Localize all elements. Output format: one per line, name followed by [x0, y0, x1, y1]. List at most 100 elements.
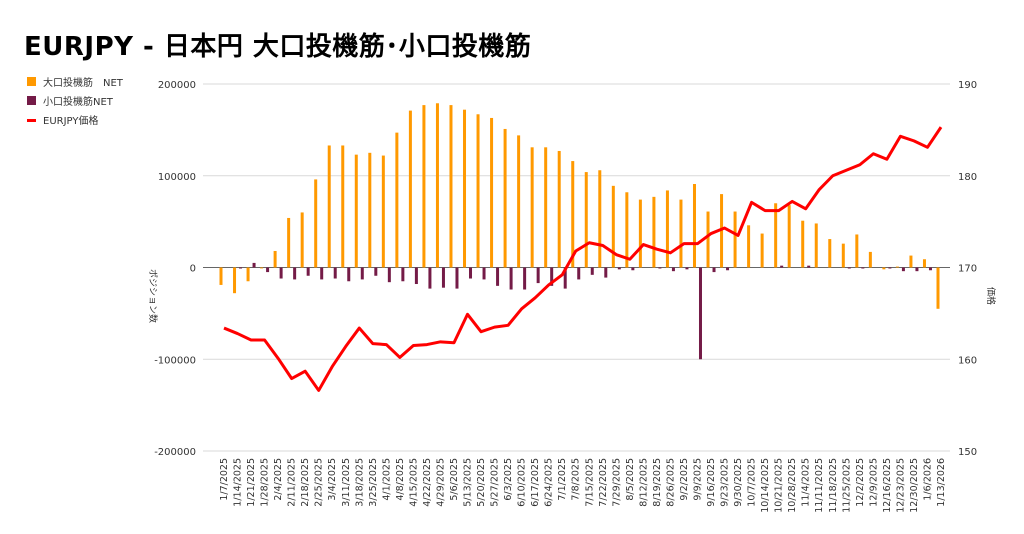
x-tick-label: 1/14/2025	[233, 458, 244, 507]
large-spec-bar	[219, 267, 223, 285]
small-spec-bar	[928, 267, 932, 271]
legend-label: 大口投機筋 NET	[43, 76, 124, 89]
large-spec-bar	[422, 105, 426, 268]
x-tick-label: 12/16/2025	[882, 458, 893, 513]
x-tick-label: 11/18/2025	[828, 458, 839, 513]
large-spec-bar	[868, 251, 872, 268]
x-tick-label: 5/6/2025	[449, 458, 460, 501]
x-tick-label: 8/12/2025	[638, 458, 649, 507]
x-tick-label: 2/11/2025	[287, 458, 298, 507]
y2-tick-label: 190	[958, 80, 977, 91]
x-tick-label: 9/9/2025	[692, 458, 703, 501]
large-spec-bar	[273, 250, 277, 268]
large-spec-bar	[530, 147, 534, 268]
small-spec-bar	[401, 267, 405, 282]
x-tick-label: 7/29/2025	[611, 458, 622, 507]
x-tick-label: 11/4/2025	[801, 458, 812, 507]
large-spec-bar	[855, 234, 859, 268]
x-tick-label: 10/21/2025	[774, 458, 785, 513]
x-tick-label: 8/19/2025	[652, 458, 663, 507]
x-tick-label: 12/30/2025	[909, 458, 920, 513]
small-spec-bar	[306, 267, 310, 276]
large-spec-bar	[260, 267, 264, 269]
small-spec-bar	[550, 267, 554, 286]
large-spec-bar	[936, 267, 940, 309]
small-spec-bar	[901, 267, 905, 272]
small-spec-bar	[239, 267, 243, 269]
y2-tick-label: 160	[958, 355, 977, 366]
large-spec-bar	[733, 211, 737, 268]
x-tick-label: 10/7/2025	[747, 458, 758, 507]
small-spec-bar	[590, 267, 594, 275]
small-spec-bar	[888, 267, 892, 269]
x-tick-label: 2/4/2025	[273, 458, 284, 501]
x-tick-label: 3/18/2025	[354, 458, 365, 507]
y-tick-label: 200000	[158, 80, 196, 91]
x-tick-label: 1/28/2025	[260, 458, 271, 507]
large-spec-bar	[882, 267, 886, 270]
y-tick-label: 100000	[158, 172, 196, 183]
small-spec-bar	[780, 265, 784, 268]
x-tick-label: 3/4/2025	[327, 458, 338, 501]
x-tick-label: 2/25/2025	[314, 458, 325, 507]
small-spec-bar	[698, 267, 702, 360]
small-spec-bar	[320, 267, 324, 280]
large-spec-bar	[368, 152, 372, 268]
large-spec-bar	[314, 179, 318, 268]
x-tick-label: 4/1/2025	[381, 458, 392, 501]
large-spec-bar	[354, 154, 358, 268]
small-spec-bar	[563, 267, 567, 289]
y-axis-title: ポジション数	[147, 269, 159, 323]
small-spec-bar	[671, 267, 675, 272]
large-spec-bar	[571, 161, 575, 268]
large-spec-bar	[490, 117, 494, 268]
large-spec-bar	[544, 147, 548, 268]
small-spec-bar	[509, 267, 513, 290]
small-spec-bar	[847, 267, 851, 269]
legend: 大口投機筋 NET 小口投機筋NET EURJPY価格	[27, 76, 124, 127]
x-tick-label: 6/10/2025	[517, 458, 528, 507]
x-tick-label: 9/2/2025	[679, 458, 690, 501]
large-spec-bar	[828, 239, 832, 268]
y-tick-label: -100000	[154, 355, 196, 366]
large-spec-bar	[706, 211, 710, 268]
x-tick-label: 9/16/2025	[706, 458, 717, 507]
large-spec-bar	[747, 225, 751, 268]
small-spec-bar	[360, 267, 364, 280]
small-spec-bar	[523, 267, 527, 290]
small-spec-bar	[915, 267, 919, 272]
x-tick-label: 4/15/2025	[408, 458, 419, 507]
y-tick-label: 0	[190, 264, 196, 275]
x-tick-label: 2/18/2025	[300, 458, 311, 507]
large-spec-bar	[449, 105, 453, 268]
x-tick-label: 9/30/2025	[733, 458, 744, 507]
small-spec-bar	[428, 267, 432, 289]
y-tick-label: -200000	[154, 447, 196, 458]
x-tick-label: 5/20/2025	[476, 458, 487, 507]
small-spec-bar	[631, 267, 635, 271]
x-tick-label: 10/14/2025	[760, 458, 771, 513]
large-spec-bar	[408, 110, 412, 268]
x-tick-label: 6/24/2025	[544, 458, 555, 507]
large-spec-bar	[327, 145, 331, 268]
large-spec-bar	[679, 199, 683, 268]
large-spec-bar	[395, 132, 399, 268]
x-tick-label: 12/23/2025	[895, 458, 906, 513]
y2-tick-label: 150	[958, 447, 977, 458]
small-spec-bar	[658, 267, 662, 269]
small-spec-bar	[496, 267, 500, 286]
large-spec-bar	[300, 212, 304, 268]
chart-title: EURJPY - 日本円 大口投機筋･小口投機筋	[24, 32, 532, 62]
large-spec-bar	[787, 205, 791, 268]
y2-tick-label: 180	[958, 172, 977, 183]
x-tick-label: 12/9/2025	[868, 458, 879, 507]
large-spec-bar	[652, 196, 656, 268]
large-spec-bar	[801, 220, 805, 268]
x-tick-label: 6/3/2025	[503, 458, 514, 501]
legend-swatch	[27, 119, 36, 122]
price-line	[223, 126, 943, 392]
legend-label: 小口投機筋NET	[43, 95, 114, 108]
x-tick-label: 3/11/2025	[341, 458, 352, 507]
large-spec-bar	[841, 243, 845, 268]
